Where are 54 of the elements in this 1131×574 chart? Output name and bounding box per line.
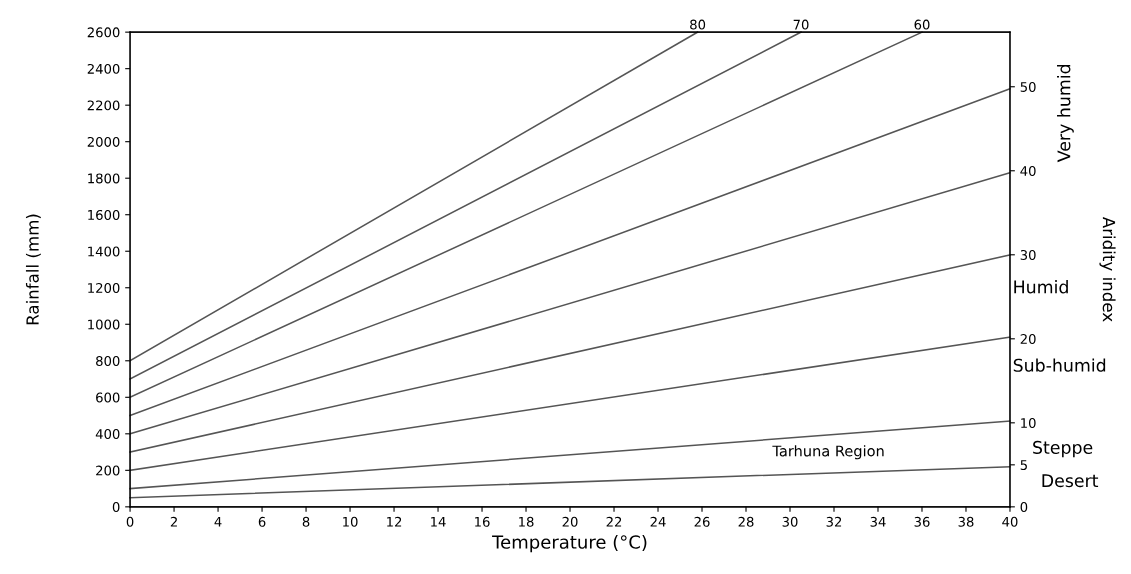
y2-tick-label: 40 [1020, 165, 1036, 176]
y-tick-label: 1800 [88, 173, 120, 184]
x-tick-label: 26 [694, 516, 710, 527]
y2-tick-label: 5 [1020, 460, 1027, 471]
y-tick-label: 200 [96, 465, 120, 476]
x-tick-label: 12 [387, 516, 402, 527]
y2-tick-label: 30 [1020, 250, 1036, 260]
y2-axis-title: Aridity index [1099, 216, 1116, 322]
x-tick-label: 8 [302, 516, 310, 527]
x-tick-label: 14 [431, 516, 446, 527]
x-tick-label: 10 [343, 516, 358, 527]
x-tick-label: 0 [126, 516, 134, 527]
y-tick-label: 2400 [87, 63, 120, 74]
x-tick-label: 4 [214, 516, 222, 527]
x-tick-label: 16 [475, 516, 490, 527]
x-tick-label: 2 [170, 516, 177, 527]
y2-tick-label: 10 [1021, 418, 1036, 429]
y-tick-label: 0 [112, 502, 120, 513]
text: Desert [1042, 474, 1099, 488]
y-tick-label: 1000 [88, 319, 120, 330]
y2-tick-label: 50 [1020, 81, 1036, 92]
y-tick-label: 2600 [87, 27, 120, 38]
x-tick-label: 24 [650, 516, 666, 527]
x-axis-title: Temperature (°C) [492, 534, 647, 553]
annotation: 80 [690, 19, 706, 30]
text: Steppe [1033, 440, 1093, 458]
annotation: 70 [793, 19, 809, 30]
y-tick-label: 800 [96, 356, 120, 366]
x-tick-label: 28 [738, 516, 754, 527]
text: Humid [1014, 280, 1068, 294]
y-tick-label: 1600 [88, 209, 120, 220]
y-axis-title: Rainfall (mm) [25, 214, 41, 325]
x-tick-label: 22 [606, 516, 622, 527]
annotation: 60 [914, 19, 930, 30]
annotation: Tarhuna Region [772, 445, 884, 460]
y-tick-label: 600 [96, 392, 120, 403]
y-tick-label: 2000 [87, 136, 120, 147]
text: Sub-humid [1013, 358, 1106, 372]
x-tick-label: 6 [258, 516, 266, 527]
x-tick-label: 18 [519, 516, 534, 527]
x-tick-label: 32 [826, 516, 842, 527]
y2-tick-label: 0 [1020, 502, 1028, 513]
y2-tick-label: 20 [1020, 334, 1036, 345]
x-tick-label: 30 [782, 516, 798, 527]
y-tick-label: 2200 [87, 100, 120, 111]
y-tick-label: 1200 [88, 282, 120, 293]
x-tick-label: 36 [914, 516, 930, 527]
x-tick-label: 34 [870, 516, 886, 527]
y-tick-label: 1400 [88, 246, 120, 257]
x-tick-label: 38 [958, 516, 974, 527]
y-tick-label: 400 [95, 429, 120, 440]
text: Very humid [1057, 64, 1074, 163]
x-tick-label: 40 [1002, 516, 1018, 527]
x-tick-label: 20 [562, 516, 578, 527]
